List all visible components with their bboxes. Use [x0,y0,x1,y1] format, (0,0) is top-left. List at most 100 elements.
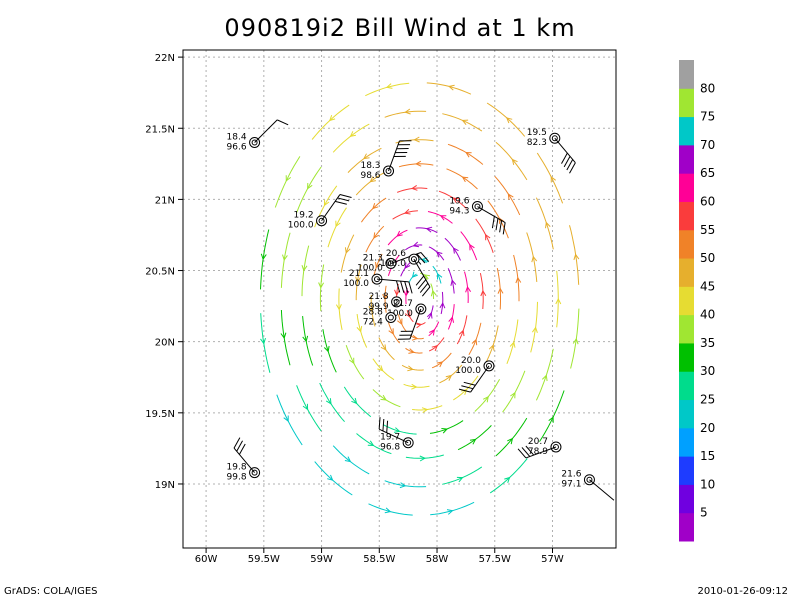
colorbar-label: 70 [700,138,715,152]
streamline-arrow [441,428,449,434]
wind-barb-staff [554,137,576,164]
streamline [296,385,322,432]
wind-barb-staff [321,194,341,222]
obs-pressure-label: 100.0 [380,259,406,269]
obs-speed-label: 20.0 [461,356,481,366]
streamline-arrow [439,215,447,221]
wind-barb-feather [277,119,289,126]
streamline-arrow [414,160,422,167]
streamline-arrow [375,261,381,269]
colorbar-label: 25 [700,393,715,407]
streamline-arrow [488,344,495,351]
streamline-arrow [485,233,491,241]
streamline [526,232,538,282]
streamline-arrow [388,328,394,335]
streamline-arrow [497,287,504,294]
obs-pressure-label: 100.0 [288,221,314,231]
station-dot [251,469,258,476]
streamline-arrow [328,115,336,122]
wind-barb-feather [499,220,503,233]
station-dot [410,256,417,263]
streamline [539,390,565,442]
streamline [311,104,350,140]
streamline-arrow [356,325,363,333]
streamline-arrow [302,335,309,343]
streamline-arrow [469,438,477,445]
streamline-arrow [335,304,342,311]
colorbar-swatch [679,286,694,316]
streamline-arrow [507,193,514,200]
streamline-arrow [531,326,538,333]
obs-pressure-label: 96.8 [380,443,400,453]
obs-speed-label: 21.3 [363,253,383,263]
streamline [314,461,353,496]
streamline-arrow [425,226,433,233]
streamline-arrow [285,175,292,182]
obs-pressure-label: 99.9 [369,302,389,312]
streamline-arrow [426,311,433,319]
streamline [468,322,482,356]
colorbar-label: 5 [700,506,708,520]
chart-title: 090819i2 Bill Wind at 1 km [224,14,576,42]
streamline-arrow [548,416,554,423]
colorbar-label: 65 [700,166,715,180]
x-tick-label: 57W [541,554,564,565]
obs-pressure-label: 99.8 [227,473,247,483]
wind-barb-feather [502,222,506,235]
wind-barb-staff [470,365,490,393]
streamline-arrow [349,131,356,137]
streamline-arrow [448,84,455,91]
wind-barb-feather [521,447,531,457]
streamline [280,232,291,288]
wind-barb-staff [388,140,400,172]
streamlines [260,82,580,516]
wind-barb-staff [233,447,255,473]
observation: 19.796.8 [378,417,414,453]
x-tick-label: 59W [310,554,333,565]
streamline [387,229,408,246]
colorbar-label: 30 [700,364,715,378]
obs-pressure-label: 98.6 [360,171,380,181]
colorbar-swatch [679,456,694,485]
obs-pressure-label: 97.1 [561,480,581,490]
wind-barb-feather [566,159,574,171]
obs-speed-label: 20.6 [386,249,406,259]
obs-pressure-label: 78.9 [528,447,548,457]
obs-speed-label: 21.6 [561,470,581,480]
streamline [486,102,526,137]
streamline [332,445,370,475]
streamline [388,322,401,344]
colorbar-label: 45 [700,279,715,293]
observation: 18.496.6 [227,119,289,152]
streamline-arrow [550,175,557,183]
wind-barb-feather [563,156,571,168]
obs-speed-label: 19.8 [227,463,247,473]
streamline-arrow [572,337,579,345]
colorbar: 5 10 15 20 25 30 35 40 45 50 55 60 65 70 75 80 [679,60,715,542]
streamline-arrow [355,276,362,284]
wind-barb-staff [413,258,431,288]
y-tick-label: 20N [155,338,175,349]
streamline [360,197,387,223]
station-dot [551,135,558,142]
colorbar-swatch [679,512,694,542]
streamline-arrow [380,394,387,401]
streamline-arrow [545,221,551,229]
streamline [392,210,418,220]
wind-barb-feather [378,417,381,430]
streamline-arrow [349,357,355,365]
streamline [319,382,345,423]
streamline-arrow [301,265,308,272]
colorbar-swatch [679,399,694,429]
streamline-arrow [446,509,454,515]
wind-barb-staff [378,428,409,444]
colorbar-swatch [679,173,694,202]
streamline-arrow [403,208,411,215]
streamline [485,325,499,364]
obs-speed-label: 20.7 [528,437,548,447]
station-dot [405,439,412,446]
timestamp: 2010-01-26-09:12 [697,586,788,597]
colorbar-label: 60 [700,194,715,208]
streamline-arrow [482,395,489,403]
